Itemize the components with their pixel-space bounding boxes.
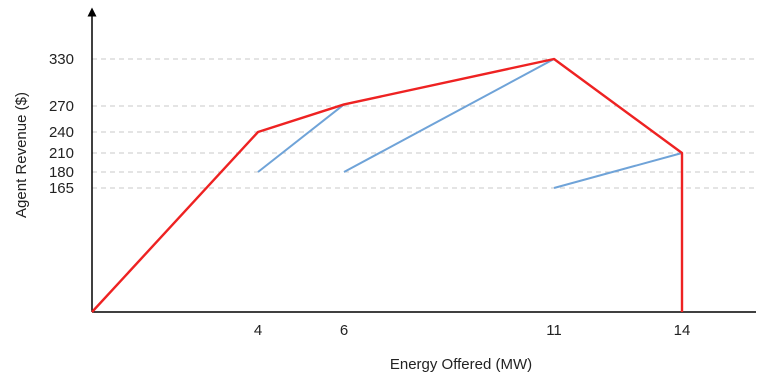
red-series [91, 57, 684, 313]
red-series-line [91, 57, 684, 313]
x-tick-4: 4 [254, 322, 262, 339]
blue-segment-1 [257, 103, 345, 173]
x-axis-title: Energy Offered (MW) [390, 356, 532, 373]
x-tick-11: 11 [546, 322, 562, 339]
x-tick-6: 6 [340, 322, 348, 339]
y-tick-240: 240 [49, 124, 74, 141]
y-tick-165: 165 [49, 180, 74, 197]
y-tick-270: 270 [49, 98, 74, 115]
blue-segment-2 [343, 58, 555, 173]
grid-lines [92, 58, 756, 189]
y-tick-210: 210 [49, 145, 74, 162]
y-tick-180: 180 [49, 164, 74, 181]
blue-series [257, 58, 683, 189]
y-tick-330: 330 [49, 51, 74, 68]
axes [87, 7, 756, 313]
y-axis-title: Agent Revenue ($) [13, 92, 30, 218]
blue-segment-3 [553, 152, 683, 189]
x-tick-14: 14 [674, 322, 691, 339]
x-tick-labels: 4 6 11 14 [254, 322, 691, 339]
